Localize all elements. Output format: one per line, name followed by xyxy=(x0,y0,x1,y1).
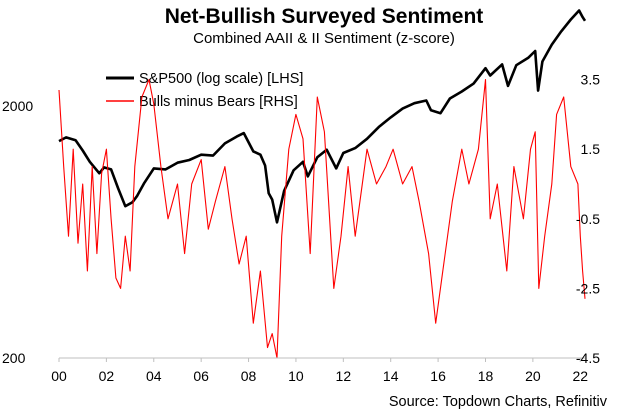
x-tick-label-14: 14 xyxy=(383,368,399,384)
plot-area: 00 02 04 06 08 10 12 14 16 18 20 22 2000 200 3.5 1.5 -0.… xyxy=(2,9,601,384)
x-tick-label-00: 00 xyxy=(51,368,67,384)
x-tick-label-10: 10 xyxy=(288,368,304,384)
legend: S&P500 (log scale) [LHS] Bulls minus Bea… xyxy=(106,71,303,110)
right-tick-label-1.5: 1.5 xyxy=(581,141,601,157)
chart-subtitle: Combined AAII & II Sentiment (z-score) xyxy=(193,30,455,47)
right-tick-label--2.5: -2.5 xyxy=(576,280,600,296)
x-tick-label-16: 16 xyxy=(430,368,446,384)
legend-label-bulls-bears: Bulls minus Bears [RHS] xyxy=(139,94,298,110)
right-tick-label-3.5: 3.5 xyxy=(581,72,601,88)
x-tick-label-06: 06 xyxy=(193,368,209,384)
right-tick-label--0.5: -0.5 xyxy=(576,211,600,227)
series-line-bulls-bears xyxy=(58,79,586,359)
x-tick-label-12: 12 xyxy=(336,368,352,384)
source-note: Source: Topdown Charts, Refinitiv xyxy=(389,394,608,410)
x-tick-label-04: 04 xyxy=(146,368,162,384)
left-tick-label-2000: 2000 xyxy=(2,98,33,114)
chart-title: Net-Bullish Surveyed Sentiment xyxy=(165,5,484,28)
series-line-sp500 xyxy=(58,9,587,224)
x-tick-label-22: 22 xyxy=(572,368,588,384)
x-tick-label-02: 02 xyxy=(99,368,115,384)
right-tick-label--4.5: -4.5 xyxy=(576,350,600,366)
x-tick-label-20: 20 xyxy=(525,368,541,384)
x-tick-label-08: 08 xyxy=(241,368,257,384)
x-tick-label-18: 18 xyxy=(478,368,494,384)
left-tick-label-200: 200 xyxy=(2,350,26,366)
legend-label-sp500: S&P500 (log scale) [LHS] xyxy=(139,71,303,87)
